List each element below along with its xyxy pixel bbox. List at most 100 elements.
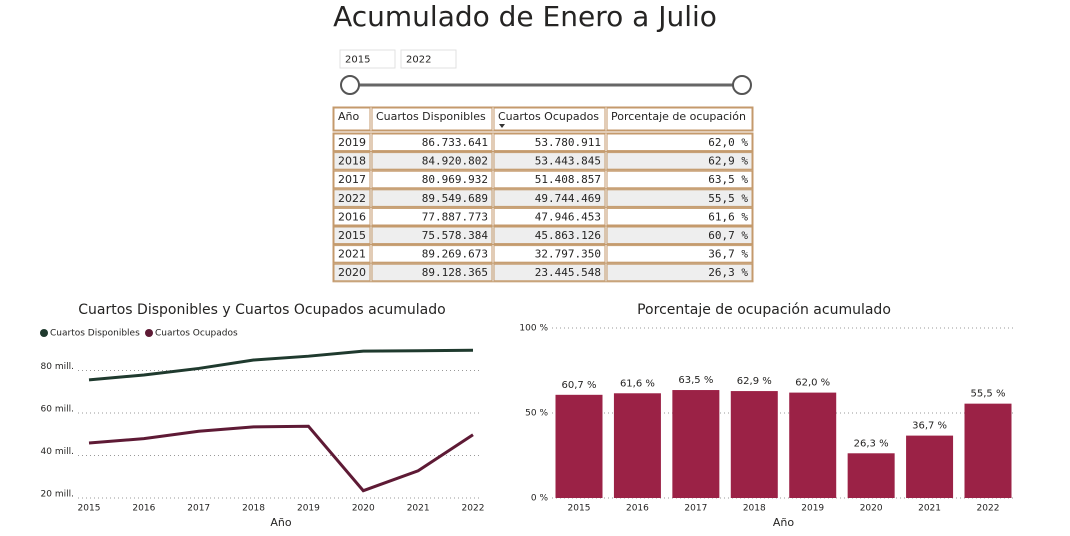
- x-tick-label: 2015: [568, 504, 591, 514]
- data-label: 62,9 %: [737, 376, 772, 387]
- cell-text: 2016: [338, 210, 366, 223]
- bar[interactable]: [555, 394, 603, 498]
- cell: [606, 207, 753, 226]
- cell: [606, 170, 753, 189]
- slicer-box[interactable]: [400, 49, 457, 69]
- cell-text: 2017: [338, 173, 366, 186]
- cell: [606, 245, 753, 263]
- header-cell[interactable]: [493, 107, 606, 131]
- y-tick-label: 0 %: [531, 494, 549, 504]
- cell-text: 80.969.932: [422, 173, 488, 186]
- cell-text: 2022: [338, 192, 366, 205]
- y-tick-label: 80 mill.: [41, 362, 74, 372]
- x-tick-label: 2017: [187, 504, 210, 514]
- legend-marker[interactable]: [40, 329, 48, 337]
- legend-label[interactable]: Cuartos Ocupados: [155, 329, 238, 339]
- data-label: 36,7 %: [912, 421, 947, 432]
- x-tick-label: 2019: [297, 504, 320, 514]
- sort-indicator: [499, 124, 505, 128]
- header-cell[interactable]: [606, 107, 753, 131]
- bar[interactable]: [964, 403, 1012, 498]
- slider-handle[interactable]: [340, 75, 360, 95]
- cell: [493, 189, 606, 207]
- bar[interactable]: [613, 393, 661, 498]
- cell: [371, 207, 493, 226]
- x-tick-label: 2016: [626, 504, 649, 514]
- slicer-box[interactable]: [339, 49, 396, 69]
- data-label: 62,0 %: [795, 378, 830, 389]
- cell: [606, 226, 753, 245]
- legend-label[interactable]: Cuartos Disponibles: [50, 329, 140, 339]
- cell-text: 2021: [338, 248, 366, 261]
- table-header-bg: [332, 106, 754, 132]
- cell: [333, 226, 371, 245]
- bar[interactable]: [847, 453, 895, 498]
- cell: [333, 207, 371, 226]
- x-tick-label: 2020: [860, 504, 883, 514]
- cell: [493, 133, 606, 152]
- cell-text: 55,5 %: [708, 192, 748, 205]
- cell: [371, 133, 493, 152]
- cell-text: 26,3 %: [708, 266, 748, 279]
- x-tick-label: 2018: [242, 504, 265, 514]
- cell-text: 53.443.845: [535, 155, 601, 168]
- cell: [493, 152, 606, 170]
- cell: [333, 263, 371, 282]
- x-tick-label: 2020: [352, 504, 375, 514]
- slicer-end[interactable]: 2022: [406, 55, 431, 66]
- x-tick-label: 2022: [462, 504, 485, 514]
- row-bg: [332, 262, 754, 283]
- slider-handle[interactable]: [732, 75, 752, 95]
- x-tick-label: 2016: [132, 504, 155, 514]
- column-header[interactable]: Cuartos Ocupados: [498, 110, 599, 123]
- cell: [371, 226, 493, 245]
- cell-text: 53.780.911: [535, 136, 601, 149]
- column-header[interactable]: Cuartos Disponibles: [376, 110, 486, 123]
- bar[interactable]: [789, 392, 837, 498]
- bar[interactable]: [906, 435, 954, 498]
- x-tick-label: 2022: [977, 504, 1000, 514]
- cell: [371, 152, 493, 170]
- header-cell[interactable]: [371, 107, 493, 131]
- chart-title: Cuartos Disponibles y Cuartos Ocupados a…: [78, 302, 445, 318]
- cell-text: 2015: [338, 229, 366, 242]
- x-tick-label: 2019: [801, 504, 824, 514]
- cell: [333, 245, 371, 263]
- cell-text: 2019: [338, 136, 366, 149]
- x-tick-label: 2021: [407, 504, 430, 514]
- cell-text: 62,0 %: [708, 136, 748, 149]
- cell-text: 63,5 %: [708, 173, 748, 186]
- cell: [493, 245, 606, 263]
- cell-text: 61,6 %: [708, 210, 748, 223]
- data-label: 60,7 %: [562, 380, 597, 391]
- cell: [606, 263, 753, 282]
- cell-text: 89.128.365: [422, 266, 488, 279]
- column-header[interactable]: Año: [338, 110, 359, 123]
- y-tick-label: 20 mill.: [41, 490, 74, 500]
- header-cell[interactable]: [333, 107, 371, 131]
- cell-text: 84.920.802: [422, 155, 488, 168]
- cell-text: 36,7 %: [708, 248, 748, 261]
- cell: [371, 170, 493, 189]
- x-axis-title: Año: [270, 516, 291, 529]
- line: [88, 348, 474, 382]
- cell-text: 47.946.453: [535, 210, 601, 223]
- bar[interactable]: [730, 391, 778, 498]
- cell-text: 32.797.350: [535, 248, 601, 261]
- cell-text: 89.549.689: [422, 192, 488, 205]
- column-header[interactable]: Porcentaje de ocupación: [611, 110, 746, 123]
- x-tick-label: 2018: [743, 504, 766, 514]
- bar[interactable]: [672, 390, 720, 498]
- legend-marker[interactable]: [145, 329, 153, 337]
- cell-text: 60,7 %: [708, 229, 748, 242]
- cell-text: 77.887.773: [422, 210, 488, 223]
- slicer-start[interactable]: 2015: [345, 55, 370, 66]
- cell-text: 2018: [338, 155, 366, 168]
- page-title: Acumulado de Enero a Julio: [333, 0, 717, 33]
- cell: [371, 245, 493, 263]
- cell: [493, 226, 606, 245]
- cell-text: 49.744.469: [535, 192, 601, 205]
- cell: [333, 189, 371, 207]
- x-tick-label: 2017: [684, 504, 707, 514]
